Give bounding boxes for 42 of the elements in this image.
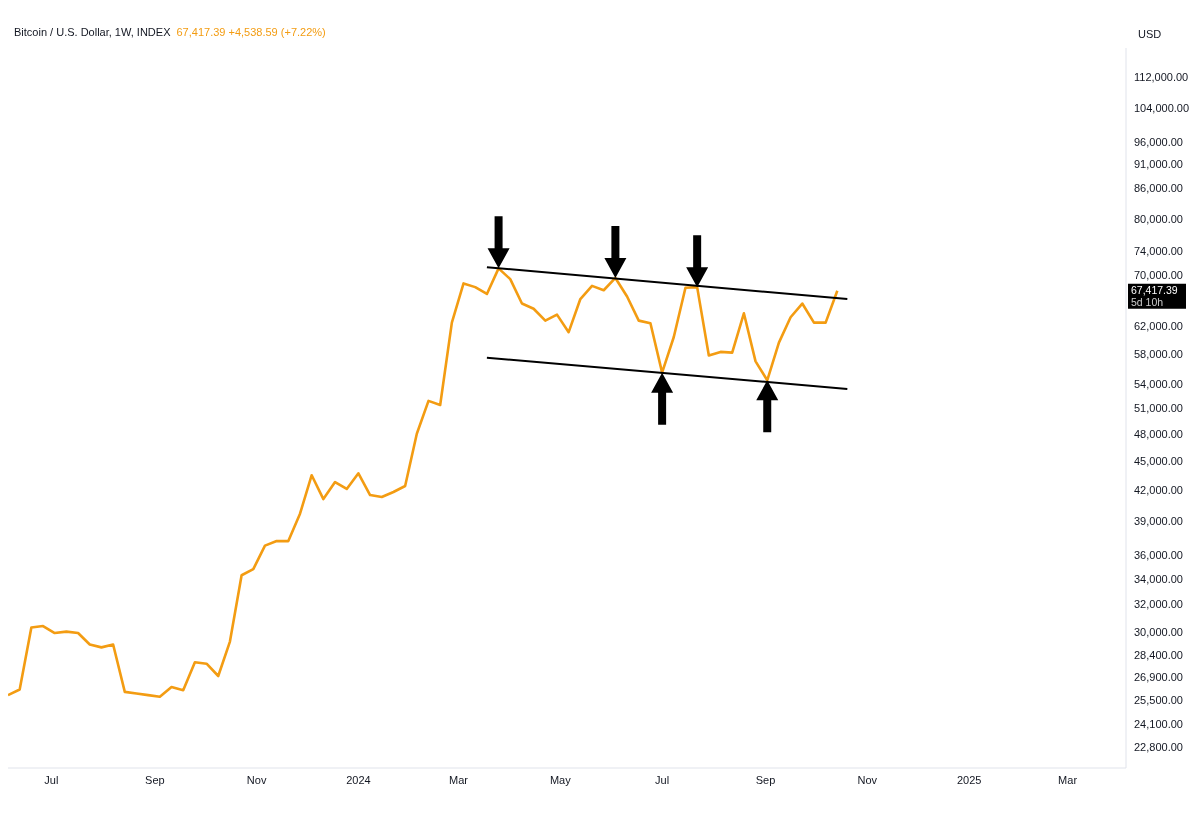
y-tick-label: 74,000.00 (1134, 245, 1183, 258)
y-tick-label: 32,000.00 (1134, 598, 1183, 611)
y-tick-label: 58,000.00 (1134, 348, 1183, 360)
chart-subtitle: 67,417.39 +4,538.59 (+7.22%) (176, 26, 326, 38)
text: 67,417.39 (1131, 283, 1178, 296)
x-tick-label: Sep (145, 773, 165, 786)
chart-title: Bitcoin / U.S. Dollar, 1W, INDEX (14, 26, 171, 38)
y-tick-label: 45,000.00 (1134, 454, 1183, 467)
y-tick-label: 54,000.00 (1134, 378, 1183, 391)
x-tick-label: Sep (755, 773, 776, 786)
y-tick-label: 48,000.00 (1134, 427, 1183, 440)
text: 5d 10h (1131, 295, 1164, 308)
line-series (8, 267, 839, 699)
x-tick-label: Jul (44, 773, 59, 786)
y-tick-label: 39,000.00 (1134, 515, 1183, 528)
y-tick-label: 86,000.00 (1134, 182, 1183, 195)
x-tick-label: Mar (449, 773, 469, 786)
y-tick-label: 24,100.00 (1134, 717, 1183, 730)
y-tick-label: 62,000.00 (1134, 319, 1183, 332)
y-tick-label: 112,000.00 (1134, 70, 1189, 83)
y-tick-label: 26,900.00 (1134, 671, 1183, 684)
x-tick-label: Nov (246, 773, 267, 786)
y-tick-label: 70,000.00 (1134, 268, 1183, 281)
y-tick-label: 42,000.00 (1134, 483, 1183, 496)
y-axis-title: USD (1138, 28, 1162, 40)
y-tick-label: 34,000.00 (1134, 572, 1183, 585)
y-tick-label: 30,000.00 (1134, 625, 1183, 638)
x-tick-label: Nov (857, 773, 878, 786)
y-tick-label: 91,000.00 (1134, 158, 1183, 171)
x-tick-label: Mar (1058, 773, 1078, 786)
y-tick-label: 22,800.00 (1134, 741, 1183, 754)
y-tick-label: 51,000.00 (1134, 402, 1183, 415)
y-tick-label: 80,000.00 (1134, 212, 1183, 225)
y-tick-label: 36,000.00 (1134, 548, 1183, 561)
x-tick-label: 2025 (956, 773, 982, 786)
x-tick-label: May (549, 773, 572, 786)
x-tick-label: Jul (655, 773, 670, 786)
y-tick-label: 28,400.00 (1134, 648, 1183, 661)
y-tick-label: 104,000.00 (1134, 102, 1190, 115)
y-tick-label: 25,500.00 (1134, 693, 1183, 706)
x-tick-label: 2024 (346, 773, 371, 786)
y-tick-label: 96,000.00 (1134, 135, 1183, 148)
